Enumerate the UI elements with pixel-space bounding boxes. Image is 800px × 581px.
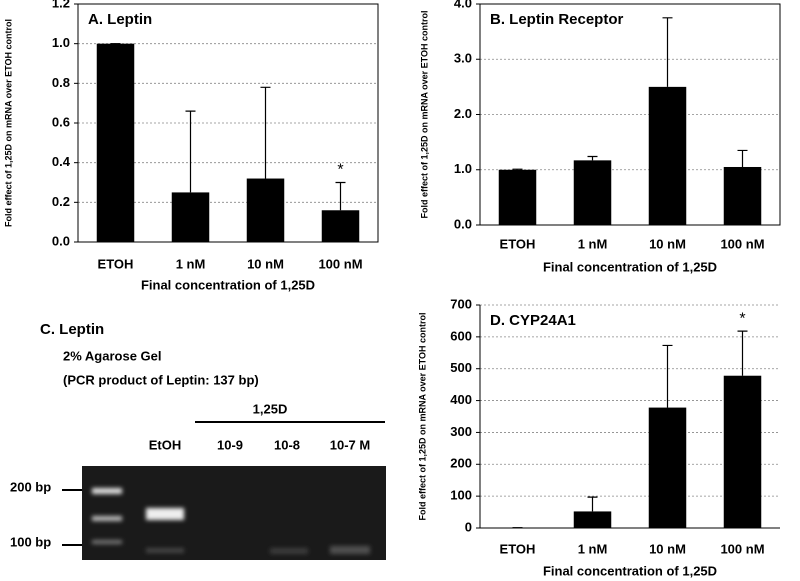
gel-panel: C. Leptin 2% Agarose Gel (PCR product of… <box>10 321 386 560</box>
bar <box>648 86 687 225</box>
bar <box>321 210 360 242</box>
lane-label: EtOH <box>149 437 182 452</box>
error-bar <box>335 181 346 211</box>
y-axis-label: Fold effect of 1,25D on mRNA over ETOH c… <box>3 19 13 227</box>
y-tick-label: 300 <box>450 424 472 439</box>
bar <box>723 166 762 225</box>
x-tick-label: 10 nM <box>649 236 686 251</box>
gel-caption: 2% Agarose Gel <box>63 348 162 363</box>
gel-title: C. Leptin <box>40 321 104 338</box>
error-bar <box>662 17 673 87</box>
y-tick-label: 1.0 <box>454 161 472 176</box>
gel-caption: (PCR product of Leptin: 137 bp) <box>63 372 259 387</box>
x-tick-label: ETOH <box>500 541 536 556</box>
y-tick-label: 0.2 <box>52 194 70 209</box>
gel-bands <box>92 488 370 554</box>
gel-image <box>82 466 386 560</box>
lane-label: 10-8 <box>274 437 300 452</box>
y-tick-label: 4.0 <box>454 0 472 10</box>
x-axis-label: Final concentration of 1,25D <box>141 277 315 292</box>
y-tick-label: 600 <box>450 328 472 343</box>
bar <box>96 43 135 242</box>
error-bar <box>587 496 598 512</box>
error-bar <box>512 168 523 170</box>
bar <box>648 407 687 528</box>
chart-title: A. Leptin <box>88 11 152 28</box>
x-axis-label: Final concentration of 1,25D <box>543 563 717 578</box>
error-bar <box>662 344 673 408</box>
y-tick-label: 0.4 <box>52 154 71 169</box>
x-tick-label: 1 nM <box>176 256 206 271</box>
y-tick-label: 1.0 <box>52 35 70 50</box>
y-tick-label: 400 <box>450 392 472 407</box>
chart-title: D. CYP24A1 <box>490 312 576 329</box>
x-tick-label: 100 nM <box>720 541 764 556</box>
x-tick-label: ETOH <box>500 236 536 251</box>
y-axis-label: Fold effect of 1,25D on mRNA over ETOH c… <box>417 312 427 520</box>
y-tick-label: 0.0 <box>52 233 70 248</box>
y-axis-label: Fold effect of 1,25D on mRNA over ETOH c… <box>419 10 429 218</box>
x-tick-label: 100 nM <box>318 256 362 271</box>
error-bar <box>185 110 196 193</box>
x-tick-label: 1 nM <box>578 236 608 251</box>
y-tick-label: 0.8 <box>52 75 70 90</box>
bar <box>723 375 762 528</box>
y-tick-label: 3.0 <box>454 51 472 66</box>
y-tick-label: 500 <box>450 360 472 375</box>
y-tick-label: 1.2 <box>52 0 70 10</box>
marker-label: 200 bp <box>10 479 51 494</box>
y-tick-label: 700 <box>450 296 472 311</box>
bar <box>246 178 285 242</box>
error-bar <box>587 155 598 161</box>
marker-label: 100 bp <box>10 534 51 549</box>
error-bar <box>737 149 748 167</box>
bar <box>171 192 210 242</box>
lane-label: 10-7 M <box>330 437 370 452</box>
chart-title: B. Leptin Receptor <box>490 11 624 28</box>
treatment-label: 1,25D <box>253 401 288 416</box>
bar <box>573 511 612 528</box>
annotation: * <box>739 310 745 327</box>
y-tick-label: 0.0 <box>454 216 472 231</box>
x-tick-label: 1 nM <box>578 541 608 556</box>
x-tick-label: 10 nM <box>649 541 686 556</box>
lane-label: 10-9 <box>217 437 243 452</box>
y-tick-label: 200 <box>450 456 472 471</box>
x-tick-label: 100 nM <box>720 236 764 251</box>
error-bar <box>260 86 271 179</box>
bar <box>573 160 612 225</box>
error-bar <box>737 330 748 376</box>
x-tick-label: 10 nM <box>247 256 284 271</box>
x-axis-label: Final concentration of 1,25D <box>543 259 717 274</box>
y-tick-label: 0.6 <box>52 114 70 129</box>
x-tick-label: ETOH <box>98 256 134 271</box>
y-tick-label: 0 <box>465 519 472 534</box>
y-tick-label: 2.0 <box>454 106 472 121</box>
annotation: * <box>337 162 343 179</box>
y-tick-label: 100 <box>450 488 472 503</box>
bar <box>498 169 537 225</box>
